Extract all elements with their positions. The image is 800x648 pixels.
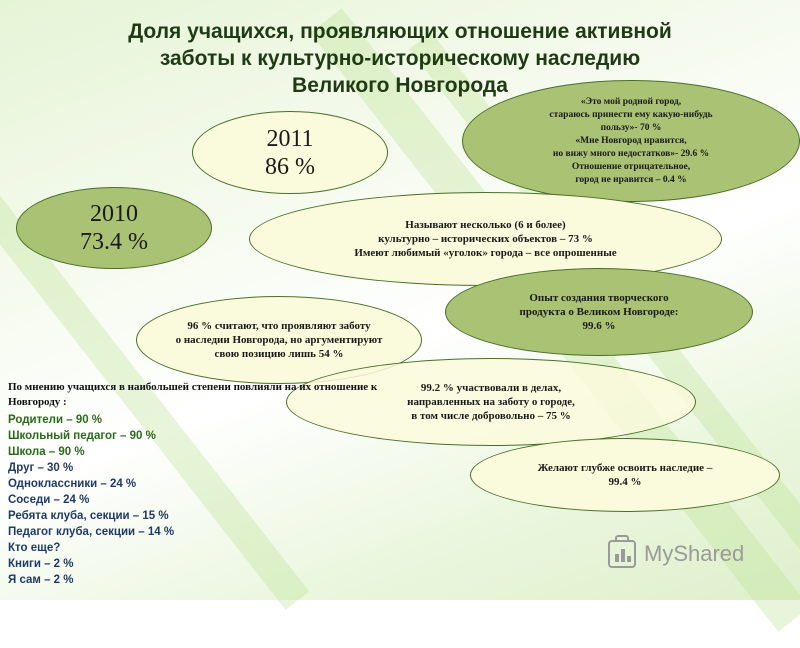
position-line: о наследии Новгорода, но аргументируют bbox=[175, 334, 383, 346]
influence-item: Книги – 2 % bbox=[8, 558, 74, 570]
slide-title: Доля учащихся, проявляющих отношение акт… bbox=[50, 18, 750, 99]
opinions-ellipse: «Это мой родной город, стараюсь принести… bbox=[462, 80, 800, 202]
influence-item: Соседи – 24 % bbox=[8, 494, 90, 506]
influence-item: Школа – 90 % bbox=[8, 446, 85, 458]
objects-line: культурно – исторических объектов – 73 % bbox=[378, 233, 593, 245]
opinion-line: «Мне Новгород нравится, bbox=[575, 135, 687, 146]
opinion-line: стараюсь принести ему какую-нибудь bbox=[549, 109, 713, 120]
myshared-logo: MyShared bbox=[608, 535, 745, 572]
year-label: 2011 bbox=[266, 125, 314, 152]
year-value: 86 % bbox=[265, 153, 315, 180]
presentation-icon bbox=[608, 535, 636, 568]
year-label: 2010 bbox=[90, 201, 138, 227]
mastery-line: Желают глубже освоить наследие – bbox=[537, 462, 713, 474]
creative-ellipse: Опыт создания творческого продукта о Вел… bbox=[445, 268, 753, 356]
influence-item: Педагог клуба, секции – 14 % bbox=[8, 526, 175, 538]
influence-item: Я сам – 2 % bbox=[8, 574, 74, 586]
creative-line: 99.6 % bbox=[582, 320, 616, 332]
influence-item: Одноклассники – 24 % bbox=[8, 478, 137, 490]
title-line: Доля учащихся, проявляющих отношение акт… bbox=[128, 20, 672, 43]
participation-line: направленных на заботу о городе, bbox=[407, 396, 575, 408]
creative-line: Опыт создания творческого bbox=[529, 292, 669, 304]
mastery-ellipse: Желают глубже освоить наследие – 99.4 % bbox=[470, 438, 780, 512]
title-line: заботы к культурно-историческому наследи… bbox=[159, 47, 641, 70]
opinion-line: но вижу много недостатков»- 29.6 % bbox=[552, 148, 710, 159]
influence-item: Школьный педагог – 90 % bbox=[8, 430, 156, 442]
position-line: 96 % считают, что проявляют заботу bbox=[187, 320, 371, 332]
opinion-line: пользу»- 70 % bbox=[600, 122, 662, 133]
creative-line: продукта о Великом Новгороде: bbox=[519, 306, 679, 318]
objects-ellipse: Называют несколько (6 и более) культурно… bbox=[249, 192, 722, 286]
influence-item: Родители – 90 % bbox=[8, 414, 103, 426]
opinion-line: город не нравится – 0.4 % bbox=[575, 174, 687, 185]
logo-text: MyShared bbox=[644, 541, 745, 566]
objects-line: Имеют любимый «уголок» города – все опро… bbox=[354, 247, 617, 259]
influence-item: Ребята клуба, секции – 15 % bbox=[8, 510, 169, 522]
opinion-line: Отношение отрицательное, bbox=[571, 161, 691, 172]
mastery-line: 99.4 % bbox=[608, 476, 642, 488]
objects-line: Называют несколько (6 и более) bbox=[405, 219, 566, 231]
influence-item: Кто еще? bbox=[8, 542, 61, 554]
opinion-line: «Это мой родной город, bbox=[580, 96, 682, 107]
year-value: 73.4 % bbox=[80, 229, 148, 255]
participation-line: в том числе добровольно – 75 % bbox=[411, 410, 571, 422]
participation-line: 99.2 % участвовали в делах, bbox=[420, 382, 562, 394]
position-line: свою позицию лишь 54 % bbox=[214, 348, 344, 360]
influence-list: По мнению учащихся в наибольшей степени … bbox=[8, 380, 388, 588]
influence-item: Друг – 30 % bbox=[8, 462, 74, 474]
title-line: Великого Новгорода bbox=[292, 74, 508, 97]
influence-intro: По мнению учащихся в наибольшей степени … bbox=[8, 381, 378, 408]
year-2010-ellipse: 2010 73.4 % bbox=[16, 187, 212, 269]
year-2011-ellipse: 2011 86 % bbox=[192, 111, 388, 194]
participation-ellipse: 99.2 % участвовали в делах, направленных… bbox=[286, 358, 696, 446]
